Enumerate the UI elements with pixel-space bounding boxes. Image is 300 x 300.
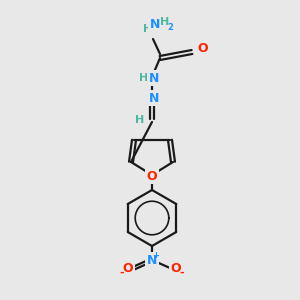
Text: H: H (143, 24, 153, 34)
Text: H: H (160, 17, 169, 27)
Text: N: N (147, 254, 157, 266)
Text: N: N (150, 19, 160, 32)
Text: 2: 2 (167, 23, 173, 32)
Text: O: O (171, 262, 181, 275)
Text: N: N (149, 92, 159, 104)
Text: -: - (120, 268, 124, 278)
Text: O: O (123, 262, 133, 275)
Text: O: O (147, 169, 157, 182)
Text: -: - (180, 268, 184, 278)
Text: H: H (140, 73, 148, 83)
Text: N: N (149, 71, 159, 85)
Text: +: + (152, 250, 160, 260)
Text: O: O (198, 43, 208, 56)
Text: H: H (135, 115, 145, 125)
